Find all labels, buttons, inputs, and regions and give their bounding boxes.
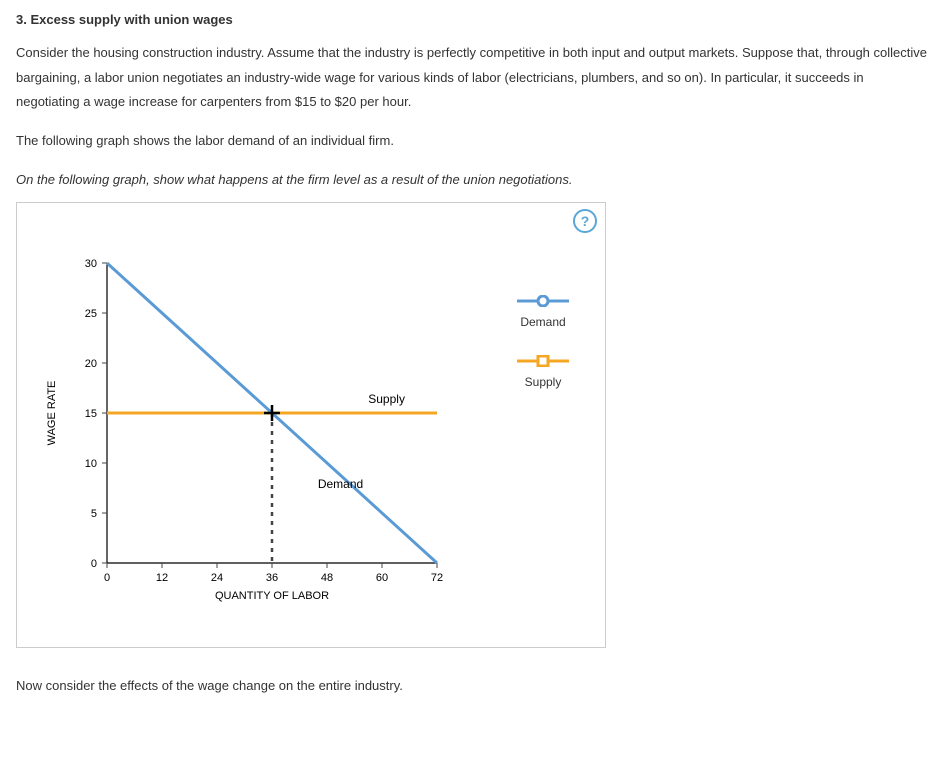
paragraph-1: Consider the housing construction indust…: [16, 41, 928, 115]
labor-demand-chart[interactable]: 0 12 24 36 48 60 72 QUANTITY OF LABOR 0 5 10 15 20 25…: [29, 243, 489, 633]
footer-paragraph: Now consider the effects of the wage cha…: [16, 678, 928, 693]
svg-text:24: 24: [211, 572, 223, 584]
svg-text:48: 48: [321, 572, 333, 584]
svg-text:36: 36: [266, 572, 278, 584]
svg-text:5: 5: [91, 508, 97, 520]
svg-text:QUANTITY OF LABOR: QUANTITY OF LABOR: [215, 590, 329, 602]
svg-text:0: 0: [104, 572, 110, 584]
chart-body: 0 12 24 36 48 60 72 QUANTITY OF LABOR 0 5 10 15 20 25…: [17, 203, 605, 647]
svg-text:30: 30: [85, 258, 97, 270]
graph-instruction: On the following graph, show what happen…: [16, 168, 928, 193]
svg-text:72: 72: [431, 572, 443, 584]
chart-legend: Demand Supply: [493, 295, 593, 415]
legend-supply[interactable]: Supply: [493, 355, 593, 389]
legend-demand[interactable]: Demand: [493, 295, 593, 329]
svg-text:WAGE RATE: WAGE RATE: [46, 381, 58, 446]
legend-demand-marker: [515, 295, 571, 307]
legend-demand-label: Demand: [493, 315, 593, 329]
svg-text:25: 25: [85, 308, 97, 320]
svg-text:Supply: Supply: [368, 392, 405, 406]
svg-text:10: 10: [85, 458, 97, 470]
svg-text:15: 15: [85, 408, 97, 420]
svg-text:60: 60: [376, 572, 388, 584]
legend-supply-label: Supply: [493, 375, 593, 389]
legend-supply-marker: [515, 355, 571, 367]
svg-text:Demand: Demand: [318, 477, 363, 491]
svg-text:20: 20: [85, 358, 97, 370]
paragraph-2: The following graph shows the labor dema…: [16, 129, 928, 154]
chart-container: ? 0122436486072QUANTITY OF LABOR05101520…: [16, 202, 606, 648]
question-heading: 3. Excess supply with union wages: [16, 12, 928, 27]
svg-text:12: 12: [156, 572, 168, 584]
svg-text:0: 0: [91, 558, 97, 570]
